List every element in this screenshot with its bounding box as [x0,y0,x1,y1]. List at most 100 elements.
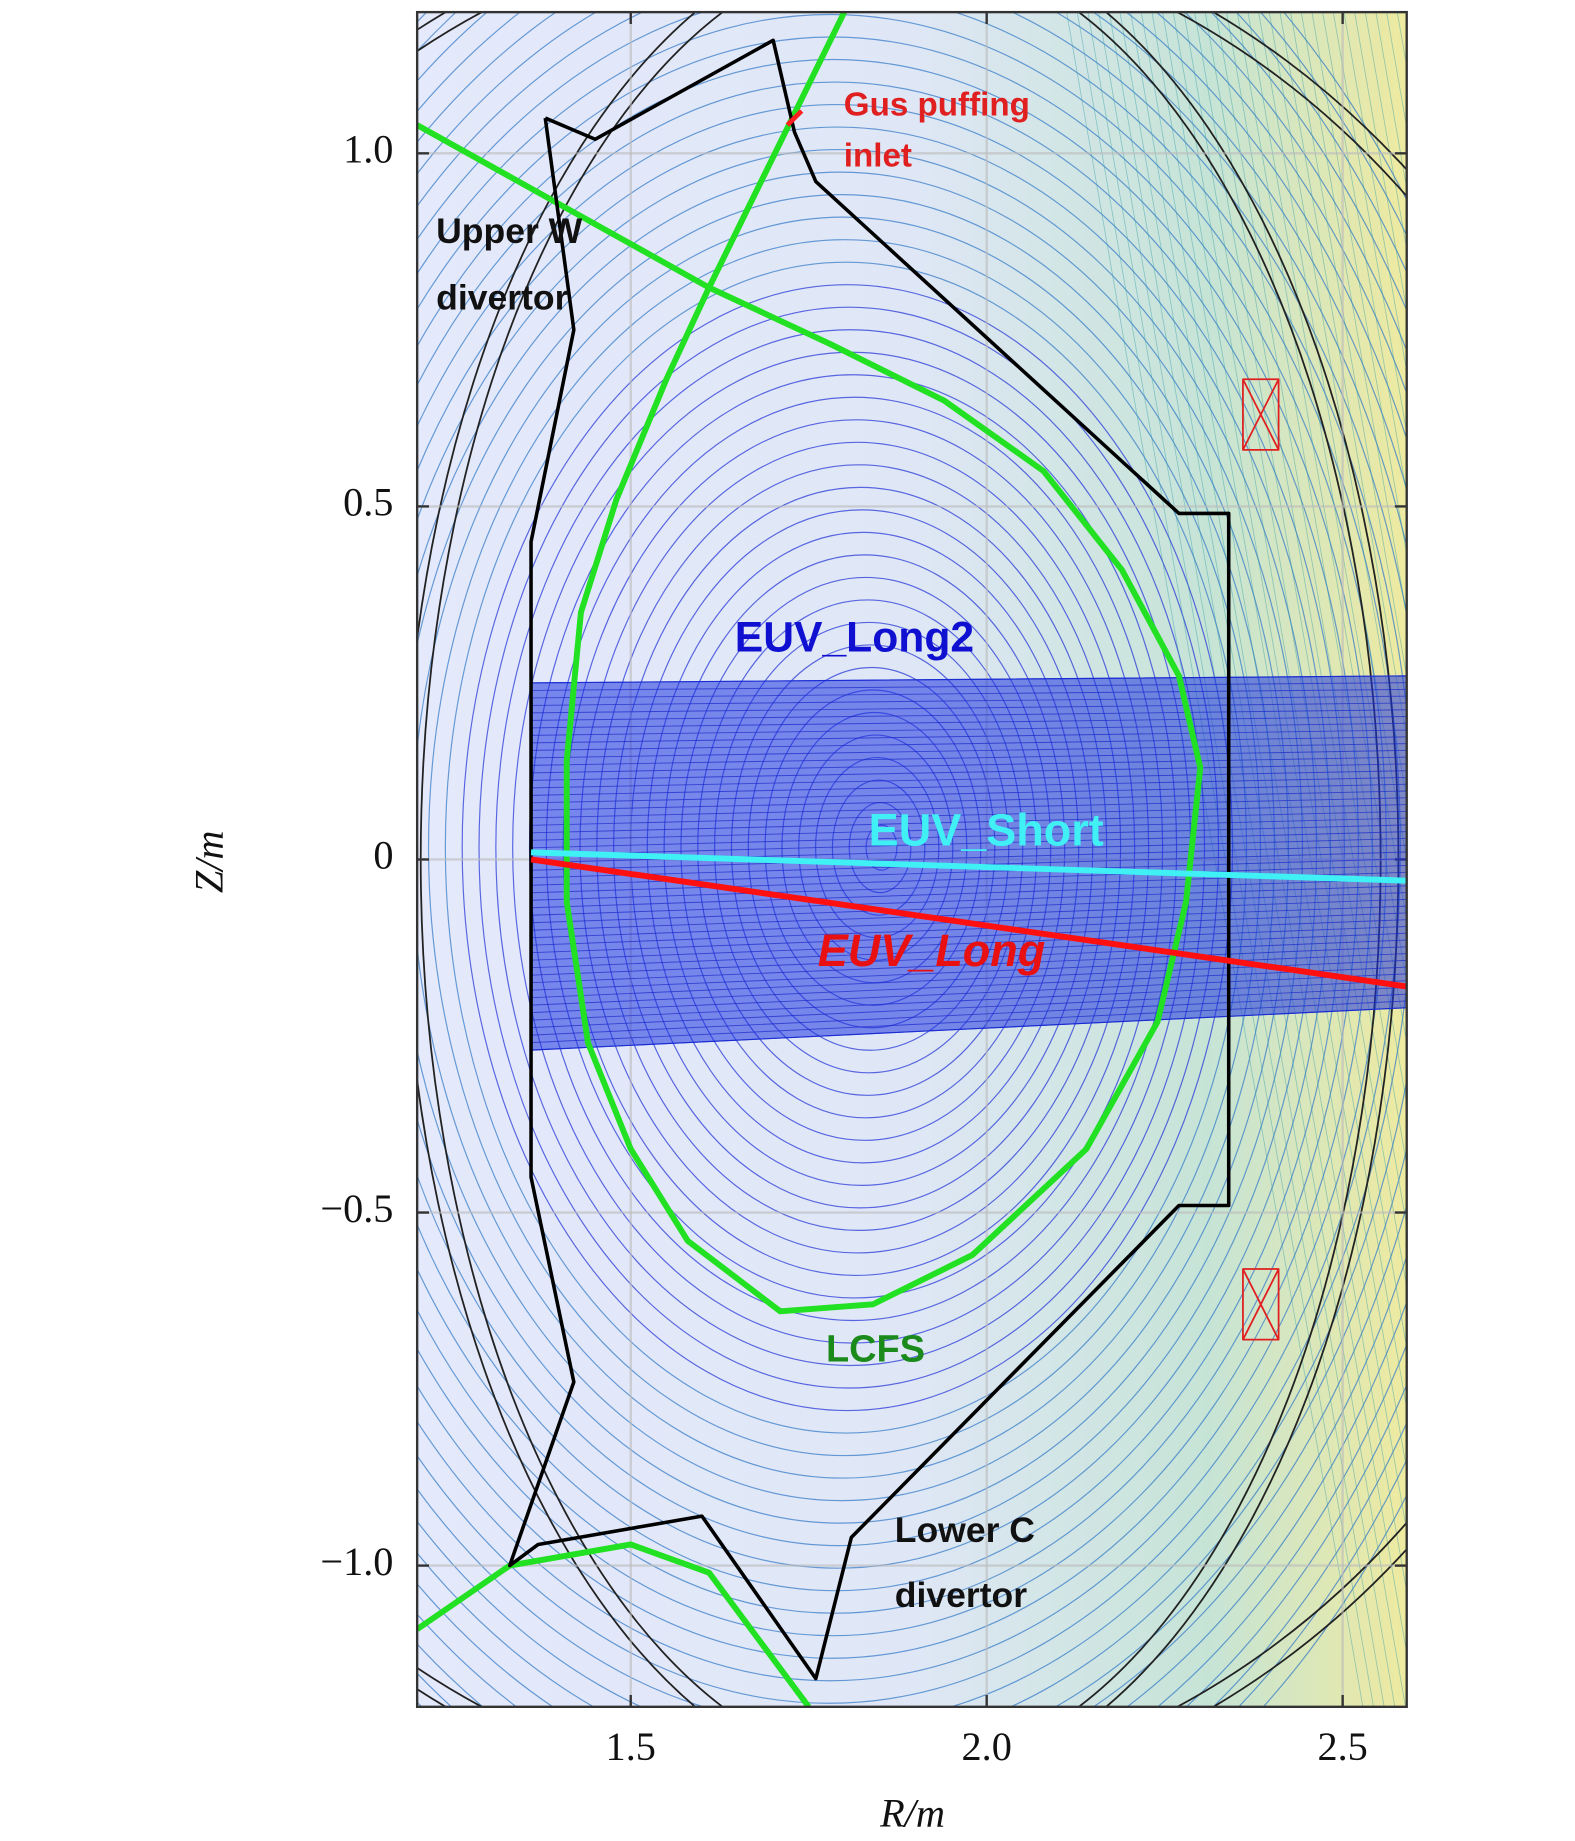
flux-hatch [1461,12,1575,1707]
annotations: Gus puffing inlet Upper W divertor EUV_Long2… [436,87,1104,1615]
curve [417,12,847,291]
flux-hatch [1343,12,1407,374]
x-tick-label: 2.5 [1317,1724,1367,1769]
chord-line [531,783,1407,804]
flux-hatch [1515,12,1575,1707]
flux-hatch [1419,12,1575,1707]
x-tick-label: 2.0 [962,1724,1012,1769]
annotation: Upper W [436,211,583,251]
chord-line [531,810,1407,834]
chord-line [531,790,1407,811]
chord-line [531,986,1407,1029]
curve [785,109,804,127]
chord-line [531,865,1407,894]
y-tick-label: 0.5 [343,480,393,525]
chord-line [531,993,1407,1036]
y-tick-label: −0.5 [320,1186,393,1231]
chord-line [531,980,1407,1021]
chord-line [531,932,1407,969]
chord-line [531,797,1407,819]
annotation: divertor [895,1575,1028,1615]
chord-line [531,763,1407,781]
flux-hatch [1290,12,1407,679]
chord-line [531,756,1407,774]
flux-hatch [1451,12,1575,1707]
annotation: Lower C [895,1510,1035,1550]
annotation: EUV_Long [818,925,1046,976]
annotation: Gus puffing [844,87,1030,124]
chord-line [531,966,1407,1006]
flux-hatch [1429,12,1575,1707]
chord-line [531,804,1407,826]
chord-line [531,682,1407,691]
flux-hatch [1396,12,1407,69]
flux-hatch [1332,12,1407,435]
annotation: divertor [436,277,569,317]
chord-line [531,776,1407,796]
chord-line [531,946,1407,984]
flux-hatch [1504,12,1575,1707]
data-lines [417,12,1407,1707]
flux-hatch [1568,12,1575,1707]
flux-hatch [1408,12,1575,1707]
flux-hatch [1300,12,1407,618]
curve [530,856,1407,990]
flux-hatch [1557,12,1575,1707]
chord-line [531,675,1407,684]
curve [417,1541,812,1707]
curve [507,38,1231,1681]
y-tick-label: −1.0 [320,1539,393,1584]
flux-hatch [1354,12,1407,313]
y-axis-label: Z/m [187,830,232,893]
chord-line [531,973,1407,1014]
chord-line [531,844,1407,871]
flux-hatch [1268,12,1407,801]
chord-line [531,885,1407,916]
chord-line [531,702,1407,714]
chord-line [531,736,1407,751]
chord-line [531,939,1407,976]
flux-hatch [1440,12,1575,1707]
chord-line [531,695,1407,706]
chord-line [531,770,1407,789]
chord-line [531,919,1407,954]
chord-line [531,878,1407,909]
flux-hatch [1547,12,1575,1707]
chord-line [531,709,1407,721]
flux-hatch [1483,12,1575,1707]
chord-line [531,817,1407,841]
chord-line [531,892,1407,924]
x-axis-label: R/m [879,1790,945,1835]
chord-line [531,722,1407,736]
curve [563,284,1204,1315]
flux-hatch [1258,12,1407,862]
chord-line [531,898,1407,931]
flux-hatch [1279,12,1407,740]
chord-line [531,729,1407,744]
flux-hatch [1322,12,1407,496]
annotation: EUV_Short [869,804,1104,855]
chord-line [531,743,1407,759]
annotation: EUV_Long2 [735,613,974,661]
chord-line [531,912,1407,946]
chord-line [531,953,1407,991]
chord-line [531,688,1407,699]
flux-hatch [1472,12,1575,1707]
annotation: LCFS [826,1328,925,1370]
curve [530,849,1407,884]
flux-hatch [1311,12,1407,557]
plot-frame [415,10,1408,1708]
chord-line [531,716,1407,729]
y-tick-label: 0 [373,833,393,878]
chord-line [531,749,1407,766]
chord-line [531,824,1407,849]
flux-hatch [1536,12,1575,1707]
flux-hatch [1525,12,1575,1707]
flux-hatch [1493,12,1575,1707]
flux-surface [417,12,1407,1704]
curve [1242,378,1280,451]
curve [1242,1268,1280,1341]
chord-line [531,1000,1407,1044]
